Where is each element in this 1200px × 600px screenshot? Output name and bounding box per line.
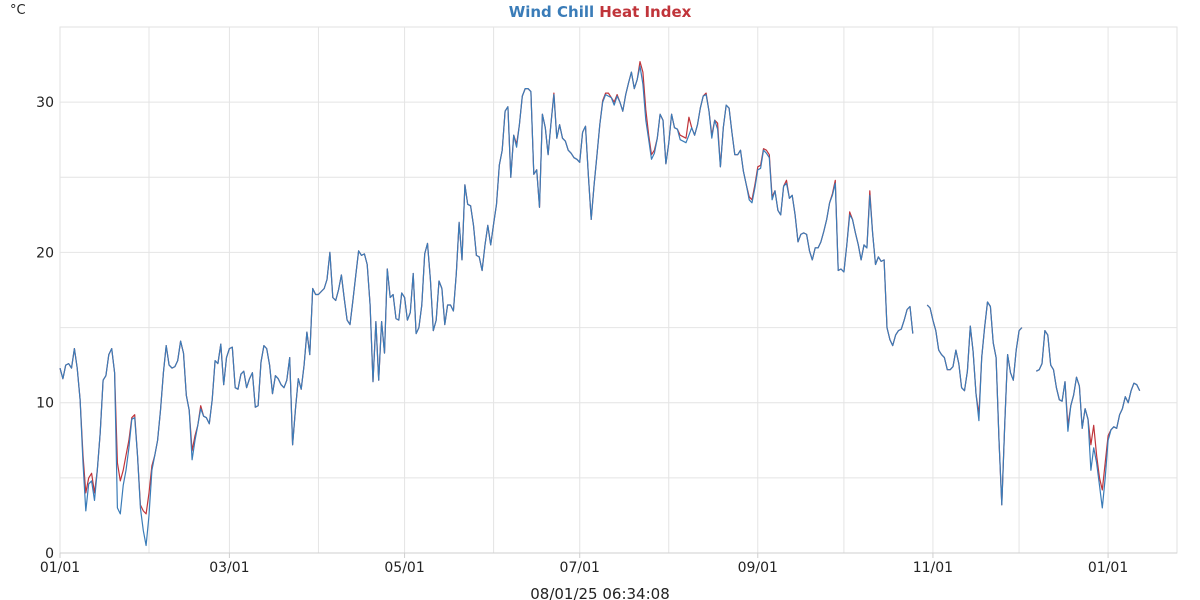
plot-frame — [59, 26, 1178, 554]
y-tick-label: 0 — [45, 546, 54, 562]
x-tick-label: 01/01 — [40, 560, 80, 576]
x-tick-label: 03/01 — [209, 560, 249, 576]
x-tick-label: 01/01 — [1088, 560, 1128, 576]
x-tick-label: 11/01 — [913, 560, 953, 576]
x-axis: 01/01 03/01 05/01 07/01 09/01 11/01 01/01 — [40, 553, 1128, 576]
y-axis: 0 10 20 30 — [36, 95, 54, 562]
legend-heat-index[interactable]: Heat Index — [599, 3, 691, 21]
x-tick-label: 07/01 — [560, 560, 600, 576]
y-tick-label: 10 — [36, 396, 54, 412]
footer-timestamp: 08/01/25 06:34:08 — [530, 585, 670, 600]
y-tick-label: 20 — [36, 245, 54, 261]
legend-wind-chill[interactable]: Wind Chill — [509, 3, 594, 21]
grid — [59, 26, 1178, 554]
y-tick-label: 30 — [36, 95, 54, 111]
x-tick-label: 05/01 — [384, 560, 424, 576]
legend: Wind Chill Heat Index — [509, 2, 692, 21]
y-axis-unit-label: °C — [10, 3, 26, 18]
x-tick-label: 09/01 — [738, 560, 778, 576]
series-line-wind-chill[interactable] — [59, 65, 1141, 547]
series-layer — [59, 61, 1141, 547]
